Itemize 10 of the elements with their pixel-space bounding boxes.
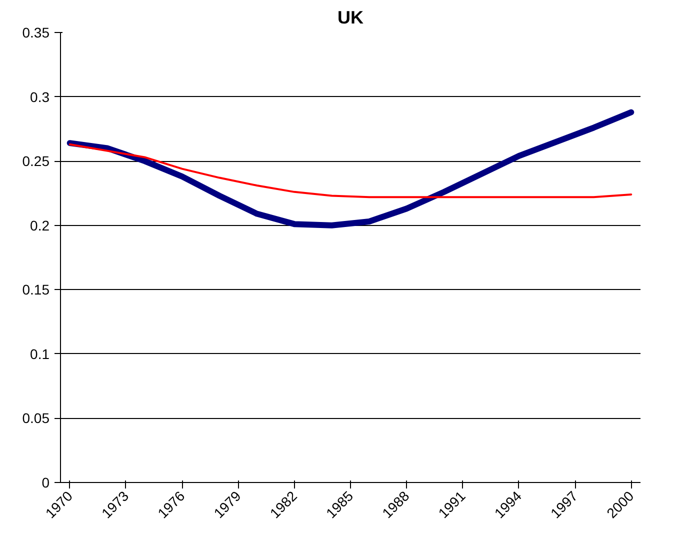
y-tick-label: 0.25 [22,153,50,170]
y-tick-label: 0.15 [22,282,50,298]
y-tick-label: 0 [42,474,50,490]
y-tick-label: 0.35 [22,24,50,40]
line-series [68,143,632,198]
y-tick-label: 0.05 [22,410,50,426]
chart-title: UK [338,8,364,28]
y-tick-label: 0.3 [30,88,50,105]
y-tick-label: 0.1 [30,346,50,362]
y-tick-label: 0.2 [30,217,50,234]
